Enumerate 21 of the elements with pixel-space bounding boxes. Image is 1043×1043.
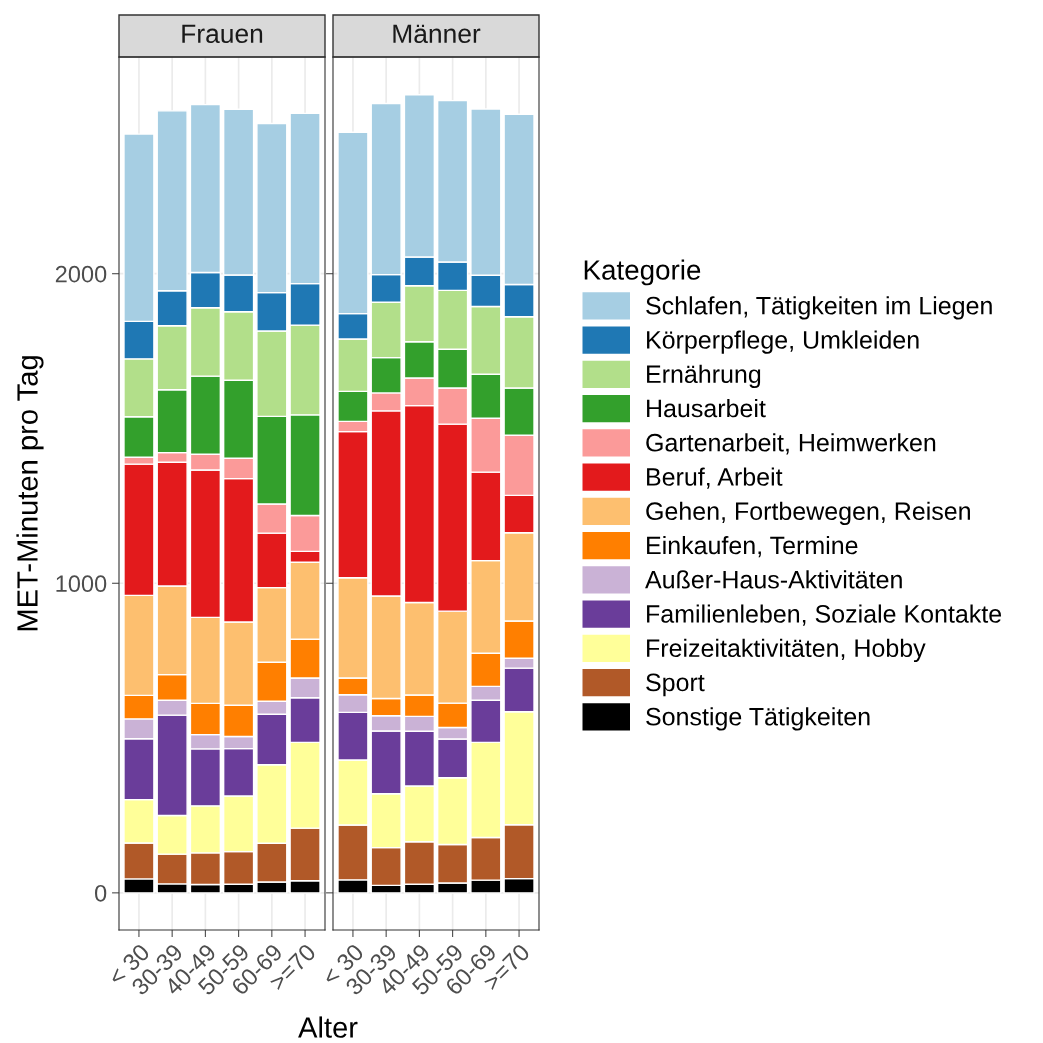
chart-title: Männer (393, 24, 481, 44)
legend-label: Außer-Haus-Aktivitäten (645, 570, 902, 589)
legend-label: Freizeitaktivitäten, Hobby (647, 638, 926, 663)
legend-label: Beruf, Arbeit (647, 467, 783, 489)
legend-title: Kategorie (584, 259, 701, 286)
legend-label: Körperpflege, Umkleiden (647, 330, 919, 354)
y-tick-label: 2000 (55, 265, 107, 283)
legend-label: Sport (646, 673, 705, 697)
y-tick-label: 1000 (56, 575, 107, 593)
x-axis-title: Alter (298, 1016, 358, 1038)
legend-label: Hausarbeit (647, 398, 766, 418)
legend-label: Schlafen, Tätigkeiten im Liegen (646, 296, 992, 320)
legend-label: Einkaufen, Termine (647, 535, 858, 558)
legend-label: Sonstige Tätigkeiten (646, 707, 870, 731)
legend-label: Ernährung (647, 364, 761, 389)
legend-label: Gehen, Fortbewegen, Reisen (646, 501, 970, 526)
y-axis-title: MET-Minuten pro Tag (16, 356, 44, 631)
chart-title: Frauen (182, 24, 263, 44)
legend-label: Familienleben, Soziale Kontakte (647, 604, 1002, 626)
legend-label: Gartenarbeit, Heimwerken (646, 433, 936, 455)
y-tick-label: 0 (94, 884, 107, 902)
